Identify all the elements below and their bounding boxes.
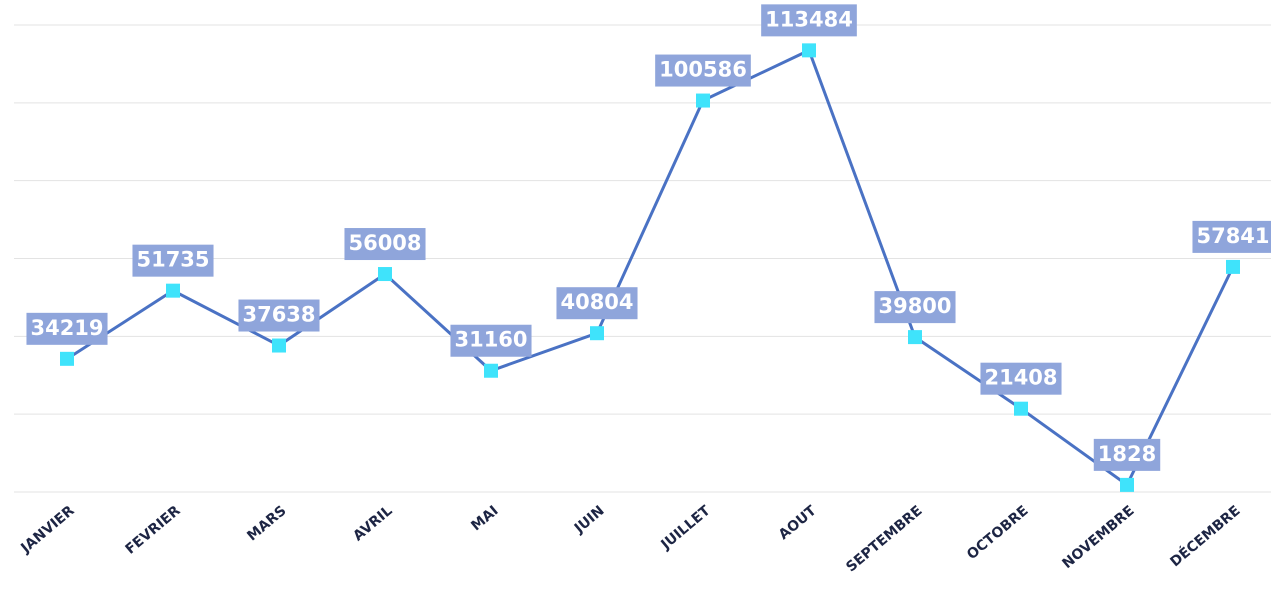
value-label: 37638: [238, 299, 320, 332]
value-label-text: 39800: [878, 294, 951, 318]
value-label-box: [980, 362, 1062, 395]
value-label-text: 51735: [136, 248, 209, 272]
marker: [802, 43, 816, 58]
value-label-text: 31160: [454, 328, 527, 352]
value-label-text: 56008: [348, 231, 421, 255]
x-tick-label: AOUT: [776, 503, 820, 544]
x-tick-label: MAI: [468, 503, 501, 535]
value-label-box: [1093, 438, 1161, 471]
value-label-box: [26, 312, 108, 345]
value-label-text: 21408: [984, 366, 1057, 390]
x-tick-label: AVRIL: [350, 503, 395, 545]
value-label: 34219: [26, 312, 108, 345]
value-label-text: 57841: [1196, 224, 1269, 248]
x-tick-label: JANVIER: [17, 503, 77, 557]
value-label-box: [556, 287, 638, 320]
marker: [484, 363, 498, 378]
marker: [696, 93, 710, 108]
x-tick-label: DÉCEMBRE: [1167, 502, 1244, 570]
value-label-box: [655, 54, 751, 87]
value-label-box: [761, 4, 857, 37]
value-label-text: 113484: [765, 7, 853, 31]
marker: [590, 326, 604, 341]
value-label-box: [344, 228, 426, 261]
value-label-text: 34219: [30, 316, 103, 340]
value-label-box: [1192, 220, 1271, 253]
x-tick-label: MARS: [244, 503, 289, 545]
value-label: 113484: [761, 4, 857, 37]
x-tick-label: FEVRIER: [123, 503, 184, 558]
x-tick-label: NOVEMBRE: [1059, 503, 1137, 572]
x-tick-label: OCTOBRE: [964, 503, 1031, 563]
marker: [272, 338, 286, 353]
marker: [60, 351, 74, 366]
x-tick-label: JUIN: [571, 503, 608, 537]
value-label-box: [874, 291, 956, 324]
value-label-text: 37638: [242, 303, 315, 327]
value-label-box: [132, 244, 214, 277]
value-label: 39800: [874, 291, 956, 324]
value-label: 21408: [980, 362, 1062, 395]
marker: [1120, 477, 1134, 492]
value-label-box: [238, 299, 320, 332]
value-label: 51735: [132, 244, 214, 277]
marker: [908, 330, 922, 345]
value-label-box: [450, 324, 532, 357]
line: [66, 48, 1235, 488]
value-label-text: 1828: [1098, 442, 1156, 466]
marker: [1226, 259, 1240, 274]
value-label-text: 40804: [560, 290, 633, 314]
x-tick-label: JUILLET: [658, 503, 714, 554]
value-label: 31160: [450, 324, 532, 357]
value-label: 40804: [556, 287, 638, 320]
value-label-text: 100586: [659, 58, 747, 82]
x-tick-label: SEPTEMBRE: [843, 503, 925, 576]
marker: [378, 267, 392, 282]
value-label: 56008: [344, 228, 426, 261]
marker: [166, 283, 180, 298]
value-label: 100586: [655, 54, 751, 87]
value-label: 57841: [1192, 220, 1271, 253]
value-label: 1828: [1093, 438, 1161, 471]
marker: [1014, 401, 1028, 416]
